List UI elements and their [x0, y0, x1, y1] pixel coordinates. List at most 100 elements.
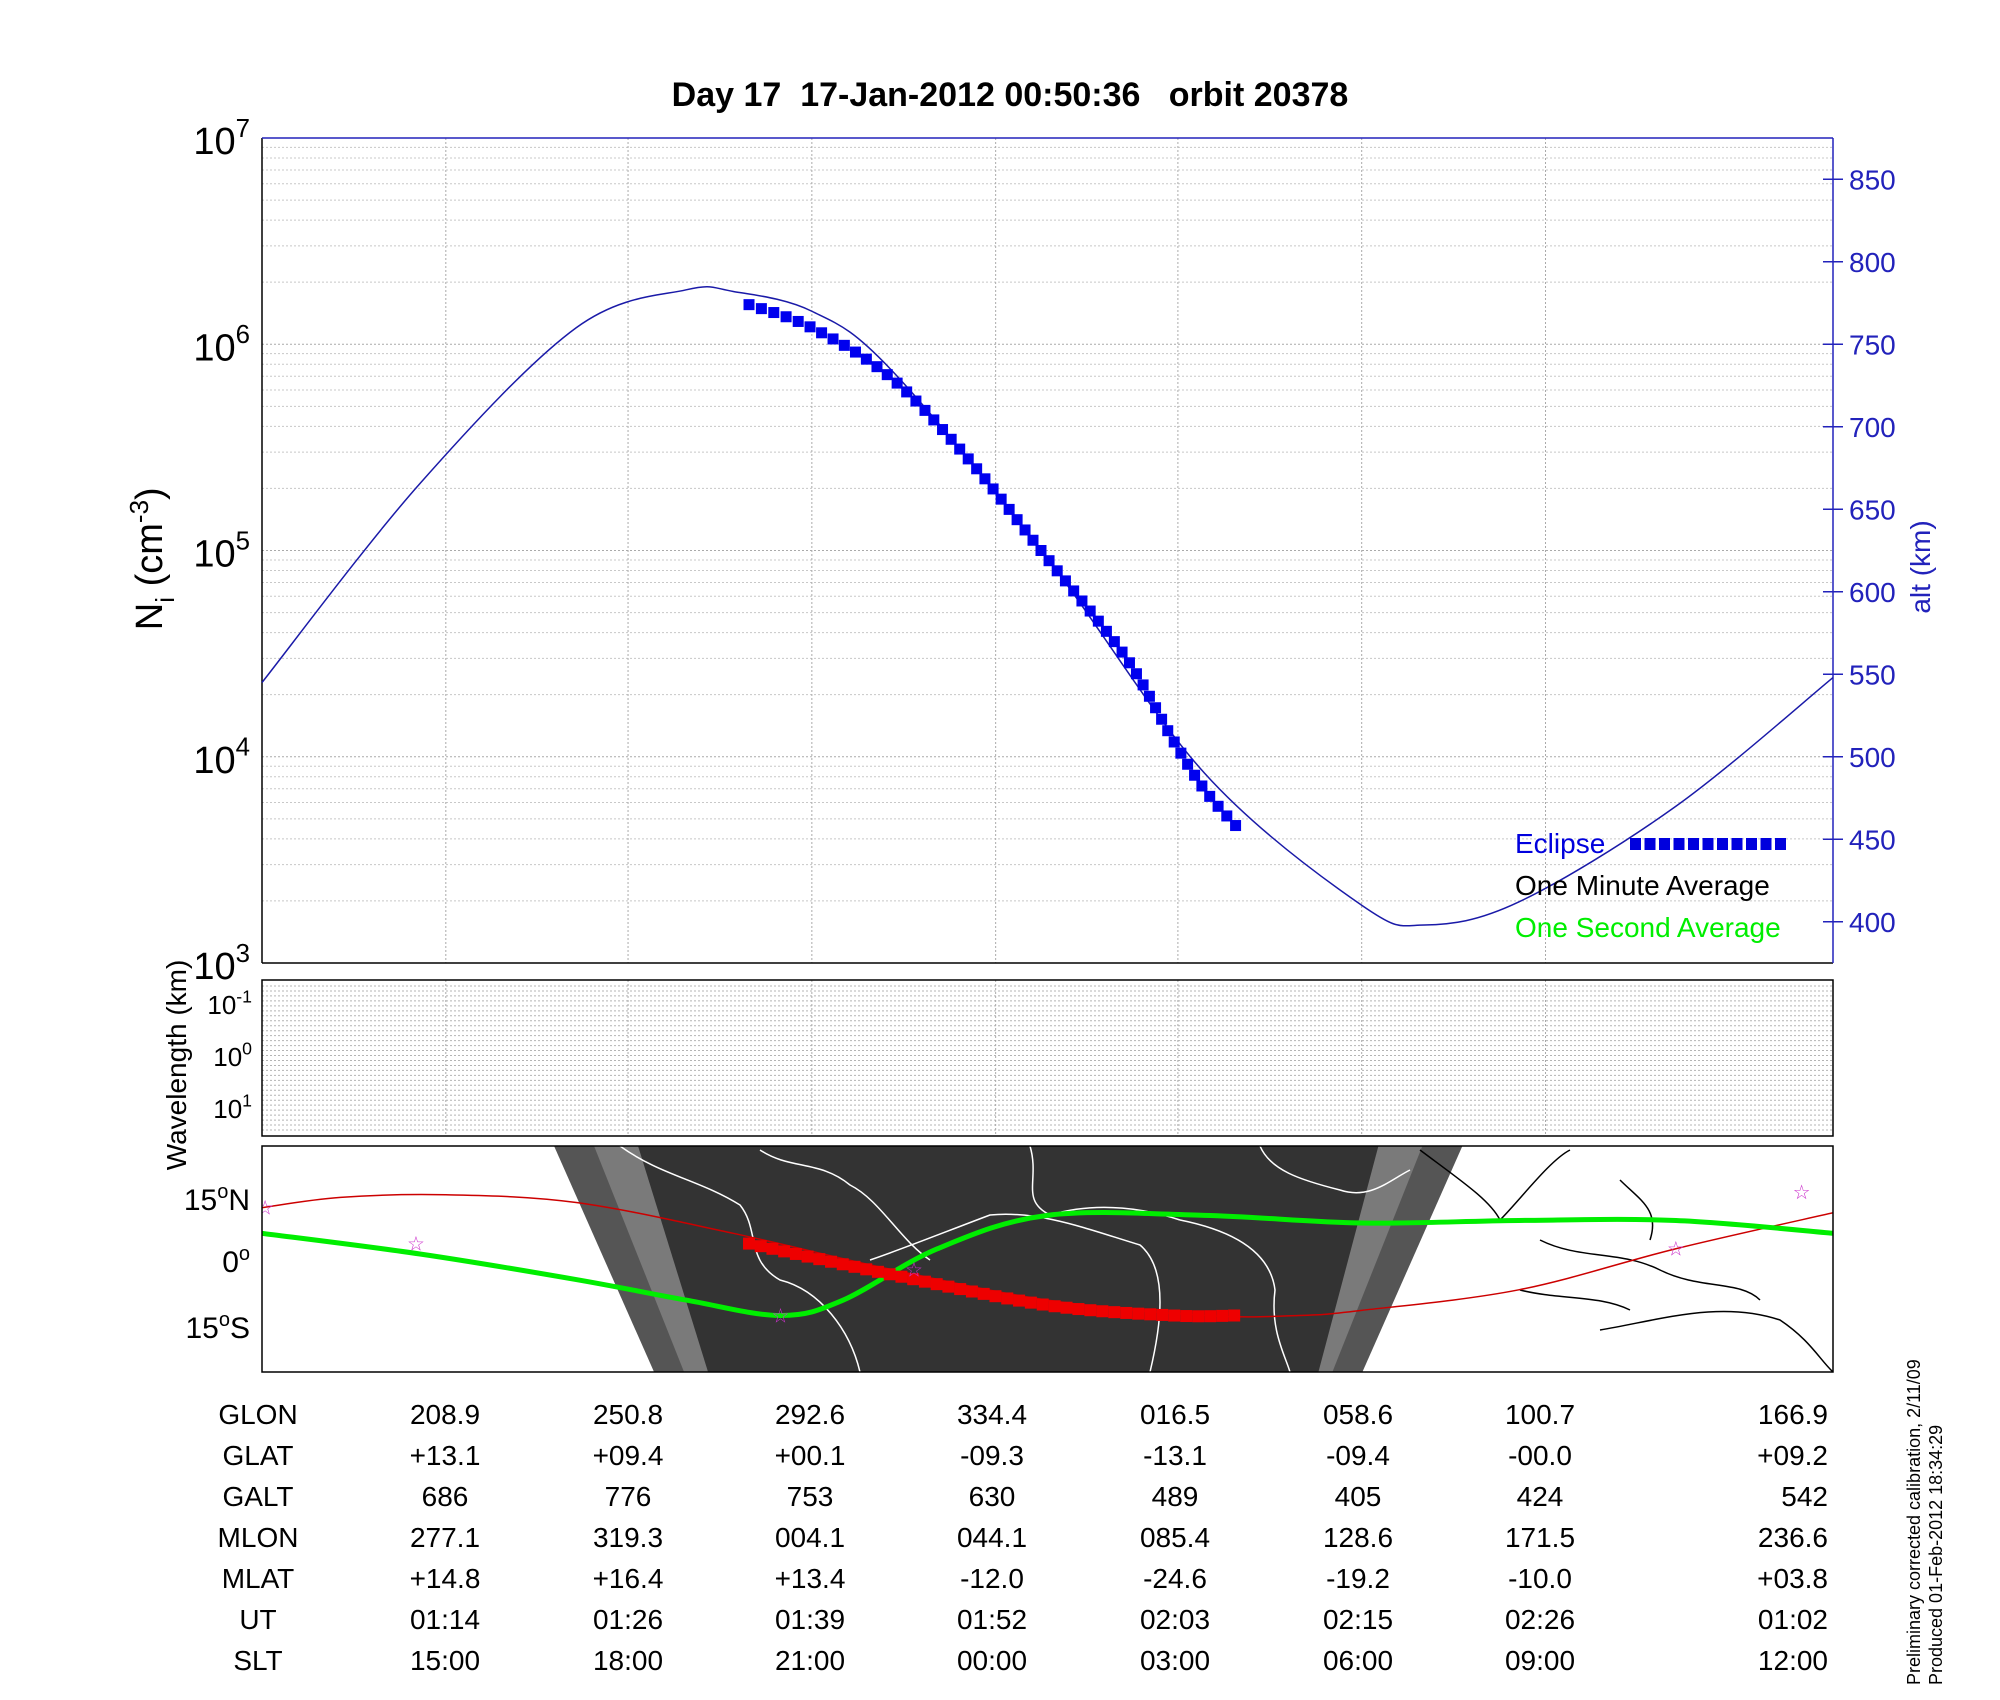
- eclipse-marker: [1003, 503, 1015, 515]
- table-row-label: MLAT: [222, 1563, 295, 1594]
- legend-eclipse-marker: [1731, 838, 1743, 850]
- table-cell: 03:00: [1140, 1645, 1210, 1676]
- table-cell: +09.2: [1757, 1440, 1828, 1471]
- eclipse-marker: [945, 433, 957, 445]
- table-cell: 00:00: [957, 1645, 1027, 1676]
- coastline-indonesia: [1539, 1239, 1761, 1301]
- latitude-tick-label: 15oS: [185, 1309, 250, 1345]
- latitude-tick-label: 0o: [222, 1243, 250, 1279]
- star-marker: ☆: [1793, 1182, 1811, 1204]
- table-cell: 02:15: [1323, 1604, 1393, 1635]
- table-cell: 004.1: [775, 1522, 845, 1553]
- eclipse-segment-marker: [813, 1253, 826, 1266]
- legend-minute-label: One Minute Average: [1515, 870, 1770, 901]
- map-frame: [261, 1145, 1834, 1373]
- coastline-australia: [1599, 1310, 1833, 1372]
- table-cell: 06:00: [1323, 1645, 1393, 1676]
- table-cell: 01:14: [410, 1604, 480, 1635]
- table-cell: 12:00: [1758, 1645, 1828, 1676]
- table-row-label: SLT: [233, 1645, 282, 1676]
- table-cell: 09:00: [1505, 1645, 1575, 1676]
- eclipse-segment-marker: [1156, 1308, 1169, 1321]
- eclipse-segment-marker: [930, 1278, 943, 1291]
- eclipse-marker: [1156, 713, 1168, 725]
- y-tick-label-left: 106: [193, 321, 250, 369]
- legend-eclipse-marker: [1717, 838, 1728, 850]
- table-row-label: UT: [239, 1604, 276, 1635]
- y-axis-label-right: alt (km): [1905, 520, 1936, 613]
- table-cell: 044.1: [957, 1522, 1027, 1553]
- eclipse-segment-marker: [965, 1285, 978, 1298]
- table-cell: +16.4: [593, 1563, 664, 1594]
- orbit-table: GLON GLAT GALT MLON MLAT UT SLT 208.9 +13.1 686 27…: [218, 1399, 1828, 1676]
- eclipse-segment-marker: [860, 1263, 873, 1276]
- table-cell: 277.1: [410, 1522, 480, 1553]
- eclipse-segment-marker: [743, 1237, 756, 1250]
- eclipse-marker: [1221, 810, 1233, 822]
- eclipse-marker: [780, 311, 792, 323]
- eclipse-marker: [1100, 625, 1112, 637]
- eclipse-segment-marker: [1168, 1309, 1181, 1322]
- table-cell: -12.0: [960, 1563, 1024, 1594]
- legend-eclipse-marker: [1673, 838, 1685, 850]
- table-cell: 085.4: [1140, 1522, 1210, 1553]
- table-cell: 424: [1517, 1481, 1564, 1512]
- eclipse-segment-marker: [942, 1280, 955, 1293]
- eclipse-segment-marker: [1084, 1304, 1097, 1317]
- eclipse-marker: [1168, 736, 1180, 748]
- eclipse-segment-marker: [1096, 1305, 1109, 1318]
- eclipse-marker: [1189, 769, 1201, 781]
- satellite-track-line: [262, 1210, 1833, 1319]
- eclipse-segment-marker: [1120, 1306, 1133, 1319]
- eclipse-marker: [755, 303, 767, 315]
- eclipse-marker: [995, 493, 1007, 505]
- table-cell: 542: [1781, 1481, 1828, 1512]
- eclipse-marker: [1068, 585, 1080, 597]
- eclipse-marker: [979, 473, 991, 485]
- eclipse-segment-marker: [907, 1273, 920, 1286]
- table-cell: 319.3: [593, 1522, 663, 1553]
- eclipse-segment-marker: [1001, 1292, 1014, 1305]
- eclipse-marker: [971, 463, 983, 475]
- eclipse-marker: [919, 404, 931, 416]
- table-row-label: GLAT: [222, 1440, 293, 1471]
- legend-eclipse-marker: [1760, 838, 1772, 850]
- eclipse-marker: [910, 395, 922, 407]
- eclipse-marker: [1175, 747, 1187, 759]
- table-cell: 405: [1335, 1481, 1382, 1512]
- eclipse-segment-marker: [1013, 1294, 1026, 1307]
- table-cell: -09.4: [1326, 1440, 1390, 1471]
- eclipse-marker: [1204, 790, 1216, 802]
- table-cell: -13.1: [1143, 1440, 1207, 1471]
- table-row-label: GALT: [222, 1481, 293, 1512]
- table-cell: 21:00: [775, 1645, 845, 1676]
- eclipse-segment-marker: [1180, 1310, 1193, 1323]
- eclipse-marker: [937, 424, 949, 436]
- y-tick-label-right: 800: [1849, 247, 1896, 278]
- table-cell: +13.1: [410, 1440, 481, 1471]
- eclipse-marker: [891, 377, 903, 389]
- eclipse-segment-marker: [801, 1250, 814, 1263]
- eclipse-segment-marker: [1144, 1308, 1157, 1321]
- eclipse-marker: [816, 327, 828, 339]
- y-axis-label-left: Ni (cm-3): [124, 487, 180, 630]
- wavelength-tick-label: 100: [213, 1038, 252, 1072]
- table-cell: -24.6: [1143, 1563, 1207, 1594]
- eclipse-segment-marker: [1228, 1309, 1241, 1322]
- coastline-south-america: [869, 1213, 1161, 1372]
- table-cell: 208.9: [410, 1399, 480, 1430]
- legend-eclipse-marker: [1775, 838, 1786, 850]
- eclipse-marker: [1123, 657, 1135, 669]
- y-tick-label-left: 103: [193, 940, 250, 988]
- table-cell: 236.6: [1758, 1522, 1828, 1553]
- table-row-label: GLON: [218, 1399, 297, 1430]
- wavelength-tick-label: 10-1: [207, 986, 252, 1020]
- eclipse-marker: [881, 369, 893, 381]
- legend-eclipse-marker: [1630, 838, 1641, 850]
- eclipse-segment-marker: [848, 1260, 861, 1273]
- legend-second-label: One Second Average: [1515, 912, 1781, 943]
- eclipse-segment-marker: [789, 1247, 802, 1260]
- coastline-americas-b: [759, 1149, 931, 1261]
- density-altitude-panel: 103 104 105 106 107 Ni (cm-3) 400 450 500 550 600 6…: [124, 115, 1936, 988]
- footnote-line-2: Produced 01-Feb-2012 18:34:29: [1926, 1425, 1946, 1685]
